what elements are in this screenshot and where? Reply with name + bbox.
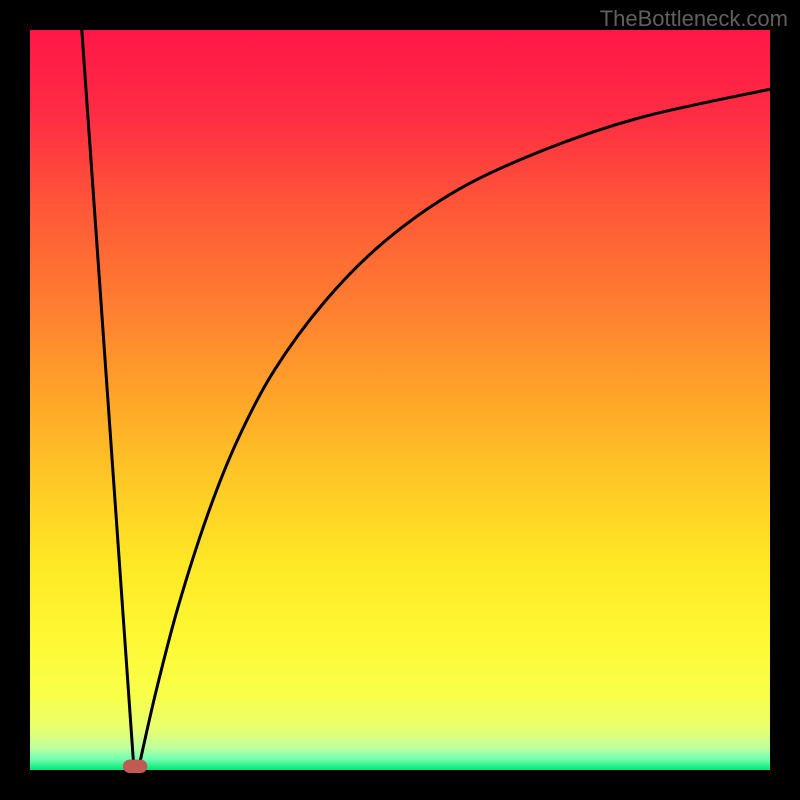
chart-root: TheBottleneck.com xyxy=(0,0,800,800)
watermark-text: TheBottleneck.com xyxy=(600,6,788,32)
optimal-point-marker xyxy=(123,760,147,773)
bottleneck-chart xyxy=(0,0,800,800)
plot-background-gradient xyxy=(30,30,770,770)
